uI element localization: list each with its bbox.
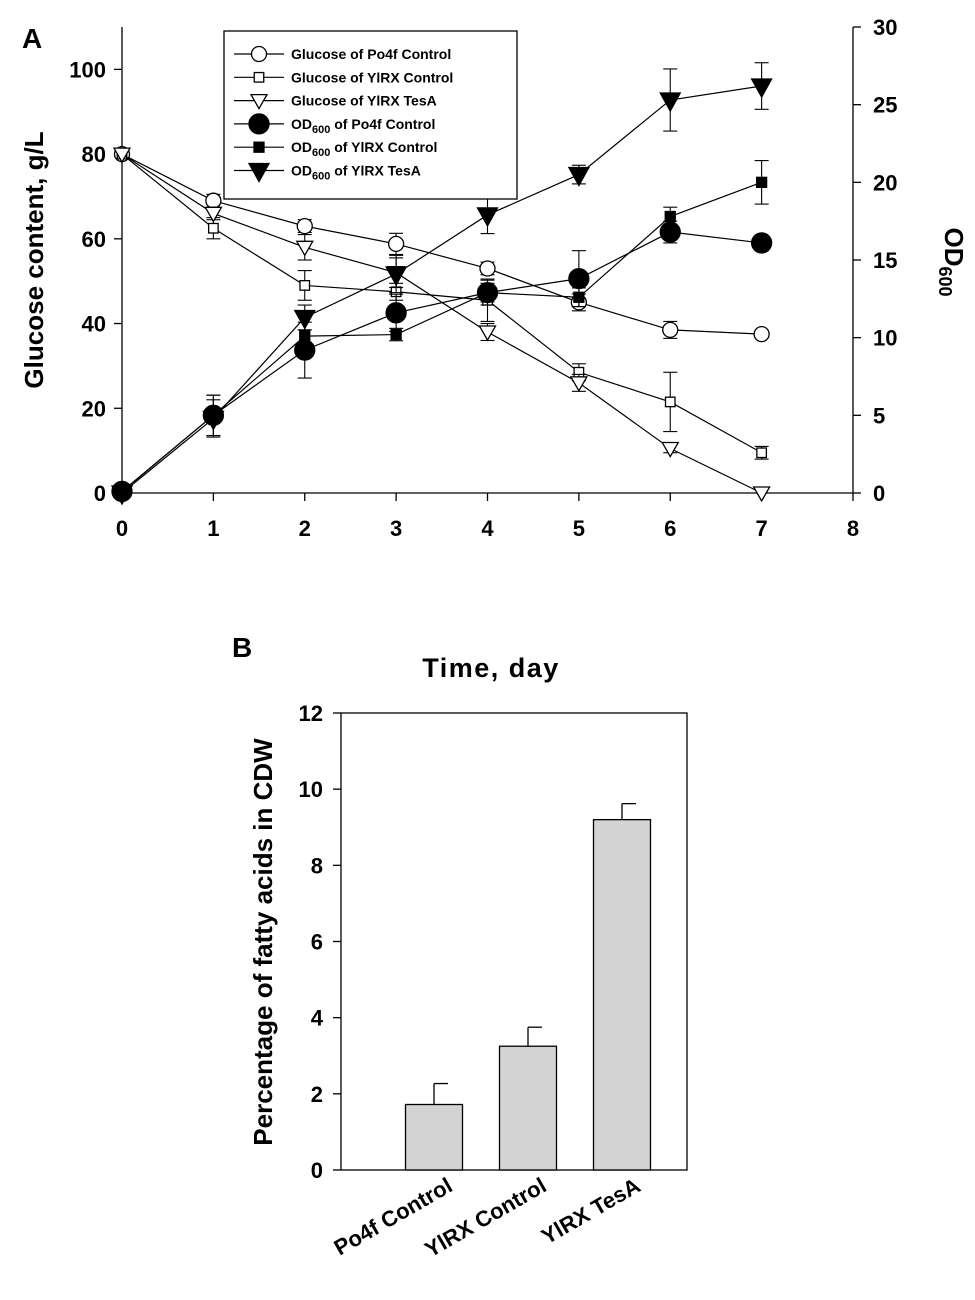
y-tick-label: 0	[311, 1158, 323, 1183]
y2-tick-label: 5	[873, 403, 885, 428]
y2-tick-label: 15	[873, 248, 897, 273]
legend-entry: Glucose of YlRX Control	[291, 69, 453, 85]
data-point	[664, 210, 676, 223]
data-point	[204, 206, 223, 223]
x-tick-label: 1	[207, 516, 219, 541]
data-point	[293, 309, 316, 330]
data-point	[569, 376, 588, 393]
series-line	[121, 153, 762, 335]
legend-marker	[249, 93, 269, 110]
y-tick-label: 4	[311, 1006, 324, 1031]
x-tick-label: 7	[756, 516, 768, 541]
panel-a-y2-axis-label: OD600	[935, 227, 969, 296]
series-line	[121, 85, 762, 494]
y-tick-label: 40	[82, 312, 106, 337]
y-tick-label: 10	[299, 777, 323, 802]
y-tick-label: 20	[82, 396, 106, 421]
data-point	[112, 147, 132, 164]
y-tick-label: 2	[311, 1082, 323, 1107]
data-point	[476, 207, 499, 228]
y-tick-label: 8	[311, 853, 323, 878]
data-point	[385, 302, 407, 324]
bar	[404, 1103, 464, 1171]
data-point	[752, 486, 771, 503]
legend-entry: Glucose of Po4f Control	[291, 46, 451, 62]
x-tick-label: 8	[847, 516, 859, 541]
y-tick-label: 100	[69, 57, 106, 82]
y-tick-label: 12	[299, 701, 323, 726]
x-tick-label: 2	[299, 516, 311, 541]
panel-a-y-axis-label: Glucose content, g/L	[19, 131, 49, 388]
data-point	[573, 291, 585, 303]
panel-a-legend: Glucose of Po4f Control Glucose of YlRX C…	[223, 30, 518, 200]
data-point	[207, 222, 219, 234]
panel-b-label: B	[232, 632, 252, 663]
series-3	[111, 220, 773, 503]
legend-entry: OD600 of Po4f Control	[291, 116, 435, 136]
x-tick-label: 6	[664, 516, 676, 541]
y2-tick-label: 20	[873, 170, 897, 195]
y-tick-label: 0	[94, 481, 106, 506]
data-point	[479, 260, 496, 277]
y2-tick-label: 25	[873, 93, 897, 118]
data-point	[387, 235, 405, 253]
legend-marker	[253, 71, 265, 83]
legend-marker	[248, 113, 270, 135]
data-point	[750, 78, 773, 99]
data-point	[110, 485, 134, 506]
bar	[592, 818, 652, 1171]
data-point	[659, 92, 682, 113]
data-point	[755, 176, 768, 188]
x-tick-label: 3	[390, 516, 402, 541]
data-point	[296, 217, 313, 235]
data-point	[756, 447, 768, 459]
legend-marker	[247, 162, 271, 183]
y2-tick-label: 30	[873, 15, 897, 40]
data-point	[567, 166, 590, 187]
data-point	[299, 280, 311, 291]
legend-entry: OD600 of YlRX Control	[291, 139, 437, 159]
data-point	[385, 266, 408, 287]
data-point	[294, 339, 316, 361]
data-point	[661, 441, 680, 458]
x-tick-label: 5	[573, 516, 585, 541]
data-point	[299, 330, 311, 342]
panel-b-title: Time, day	[422, 653, 560, 683]
x-tick-label: 4	[481, 516, 494, 541]
y-tick-label: 60	[82, 227, 106, 252]
y-tick-label: 80	[82, 142, 106, 167]
data-point	[568, 267, 590, 290]
data-point	[205, 192, 222, 209]
series-5	[110, 62, 773, 506]
y-tick-label: 6	[311, 930, 323, 955]
legend-entry: OD600 of YlRX TesA	[291, 163, 421, 183]
series-line	[121, 153, 762, 454]
category-label: YlRX TesA	[537, 1173, 645, 1250]
data-point	[750, 232, 773, 254]
data-point	[753, 325, 770, 343]
data-point	[481, 286, 494, 299]
y2-tick-label: 0	[873, 481, 885, 506]
panel-a-label: A	[22, 23, 42, 54]
data-point	[295, 240, 314, 257]
panel-b-y-axis-label: Percentage of fatty acids in CDW	[248, 738, 278, 1146]
data-point	[202, 410, 225, 431]
data-point	[478, 325, 497, 342]
data-point	[390, 328, 402, 341]
y2-tick-label: 10	[873, 326, 897, 351]
data-point	[662, 321, 679, 339]
bar	[498, 1045, 558, 1171]
series-line	[121, 231, 762, 492]
legend-marker	[253, 141, 265, 153]
legend-marker	[250, 45, 268, 63]
x-tick-label: 0	[116, 516, 128, 541]
legend-entry: Glucose of YlRX TesA	[291, 93, 437, 109]
data-point	[664, 396, 676, 408]
